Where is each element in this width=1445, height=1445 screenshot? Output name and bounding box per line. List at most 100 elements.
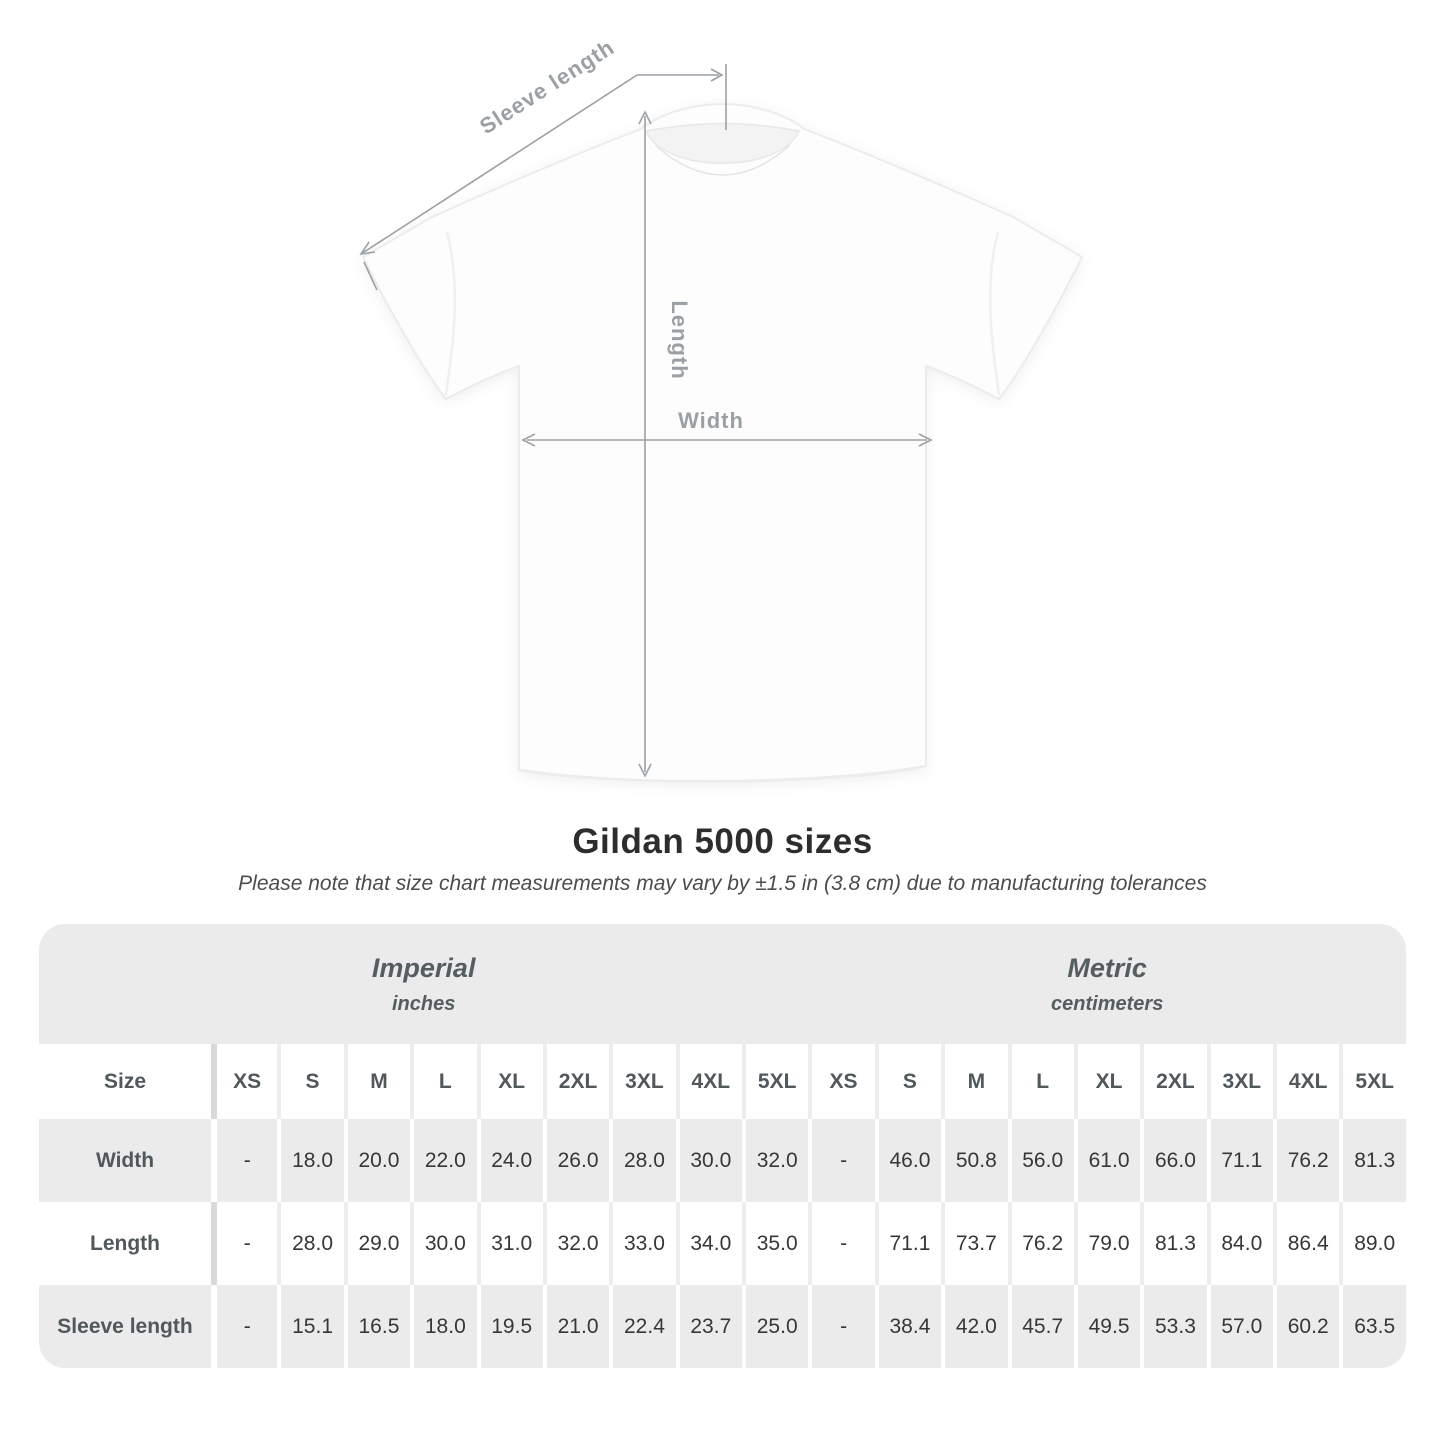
sleeve-length-metric-xl: 49.5 [1073,1285,1141,1368]
size-col-metric-xs: XS [808,1044,875,1119]
length-imperial-xl: 31.0 [476,1202,543,1285]
length-imperial-l: 30.0 [410,1202,477,1285]
row-label-sleeve-length: Sleeve length [39,1285,211,1368]
width-metric-3xl: 71.1 [1206,1119,1273,1202]
size-col-metric-s: S [874,1044,942,1119]
arrowhead-right-icon [710,68,724,82]
size-col-imperial-m: M [343,1044,411,1119]
tshirt-illustration: Sleeve length Length Width [359,34,1084,783]
sleeve-length-imperial-4xl: 23.7 [675,1285,742,1368]
table-row-sleeve-length: Sleeve length -15.1 16.5 18.0 19.5 21.0 22.4 2… [39,1285,1406,1368]
size-header-row: Size XS S M L XL 2XL 3XL 4XL 5XL XS S M L XL 2XL 3XL 4XL… [39,1044,1406,1119]
sleeve-length-imperial-l: 18.0 [410,1285,477,1368]
length-imperial-5xl: 35.0 [742,1202,809,1285]
width-imperial-xs: - [211,1119,278,1202]
width-imperial-4xl: 30.0 [675,1119,742,1202]
width-metric-l: 56.0 [1007,1119,1074,1202]
length-imperial-3xl: 33.0 [609,1202,676,1285]
length-metric-4xl: 86.4 [1273,1202,1340,1285]
sleeve-length-metric-4xl: 60.2 [1273,1285,1340,1368]
length-metric-2xl: 81.3 [1140,1202,1207,1285]
length-metric-l: 76.2 [1007,1202,1074,1285]
arrowhead-left-icon [521,433,536,447]
size-col-imperial-2xl: 2XL [542,1044,610,1119]
width-imperial-m: 20.0 [343,1119,411,1202]
tshirt-diagram: Sleeve length Length Width [359,34,1084,783]
arrowhead-up-icon [638,110,652,125]
sleeve-length-line [360,74,638,255]
length-imperial-xs: - [211,1202,278,1285]
length-imperial-2xl: 32.0 [542,1202,610,1285]
dimension-lines [359,64,933,778]
size-col-metric-5xl: 5XL [1339,1044,1406,1119]
size-col-metric-xl: XL [1073,1044,1141,1119]
size-col-metric-4xl: 4XL [1273,1044,1340,1119]
length-imperial-4xl: 34.0 [675,1202,742,1285]
size-col-metric-2xl: 2XL [1140,1044,1207,1119]
sleeve-length-metric-s: 38.4 [874,1285,942,1368]
sleeve-length-metric-l: 45.7 [1007,1285,1074,1368]
size-col-imperial-xl: XL [476,1044,543,1119]
length-metric-xs: - [808,1202,875,1285]
sleeve-length-imperial-2xl: 21.0 [542,1285,610,1368]
arrowhead-right2-icon [918,433,933,447]
size-col-metric-l: L [1007,1044,1074,1119]
row-label-width: Width [39,1119,211,1202]
sleeve-length-metric-2xl: 53.3 [1140,1285,1207,1368]
length-imperial-m: 29.0 [343,1202,411,1285]
tshirt-shape [361,102,1084,783]
size-col-imperial-xs: XS [211,1044,278,1119]
size-col-metric-3xl: 3XL [1206,1044,1273,1119]
imperial-title: Imperial [371,952,476,983]
length-metric-3xl: 84.0 [1206,1202,1273,1285]
sleeve-length-metric-m: 42.0 [941,1285,1008,1368]
size-col-imperial-l: L [410,1044,477,1119]
size-col-imperial-4xl: 4XL [675,1044,742,1119]
sleeve-length-metric-3xl: 57.0 [1206,1285,1273,1368]
sleeve-length-imperial-3xl: 22.4 [609,1285,676,1368]
width-imperial-3xl: 28.0 [609,1119,676,1202]
width-label: Width [678,408,744,433]
sleeve-length-metric-5xl: 63.5 [1339,1285,1406,1368]
size-column-header: Size [39,1044,211,1119]
page-title: Gildan 5000 sizes [572,822,873,861]
width-metric-xl: 61.0 [1073,1119,1141,1202]
width-metric-4xl: 76.2 [1273,1119,1340,1202]
unit-band-row: Imperial inches Metric centimeters [39,924,1406,1044]
sleeve-length-label: Sleeve length [475,34,619,139]
imperial-header: Imperial inches [39,924,809,1044]
table-row-width: Width -18.0 20.0 22.0 24.0 26.0 28.0 30.0 32.0-… [39,1119,1406,1202]
length-metric-m: 73.7 [941,1202,1008,1285]
width-metric-5xl: 81.3 [1339,1119,1406,1202]
table-row-length: Length -28.0 29.0 30.0 31.0 32.0 33.0 34.0 35.0… [39,1202,1406,1285]
length-metric-xl: 79.0 [1073,1202,1141,1285]
width-metric-2xl: 66.0 [1140,1119,1207,1202]
row-label-length: Length [39,1202,211,1285]
sleeve-length-imperial-s: 15.1 [277,1285,344,1368]
sleeve-length-metric-xs: - [808,1285,875,1368]
length-label: Length [667,300,692,379]
width-metric-s: 46.0 [874,1119,942,1202]
metric-header: Metric centimeters [808,924,1406,1044]
metric-title: Metric [1067,952,1147,983]
imperial-unit: inches [392,992,456,1015]
size-col-imperial-s: S [277,1044,344,1119]
sleeve-length-imperial-xl: 19.5 [476,1285,543,1368]
size-table: Imperial inches Metric centimeters Size … [39,924,1406,1368]
sleeve-length-imperial-xs: - [211,1285,278,1368]
size-col-imperial-3xl: 3XL [609,1044,676,1119]
length-metric-s: 71.1 [874,1202,942,1285]
size-col-imperial-5xl: 5XL [742,1044,809,1119]
size-table-wrap: Imperial inches Metric centimeters Size … [39,924,1406,1368]
size-table-body: Width -18.0 20.0 22.0 24.0 26.0 28.0 30.0 32.0-… [39,1119,1406,1368]
width-metric-m: 50.8 [941,1119,1008,1202]
arrowhead-down-icon [638,763,652,778]
sleeve-length-imperial-m: 16.5 [343,1285,411,1368]
width-imperial-xl: 24.0 [476,1119,543,1202]
width-imperial-2xl: 26.0 [542,1119,610,1202]
size-col-metric-m: M [941,1044,1008,1119]
width-imperial-5xl: 32.0 [742,1119,809,1202]
tolerance-note: Please note that size chart measurements… [238,872,1207,895]
width-imperial-s: 18.0 [277,1119,344,1202]
